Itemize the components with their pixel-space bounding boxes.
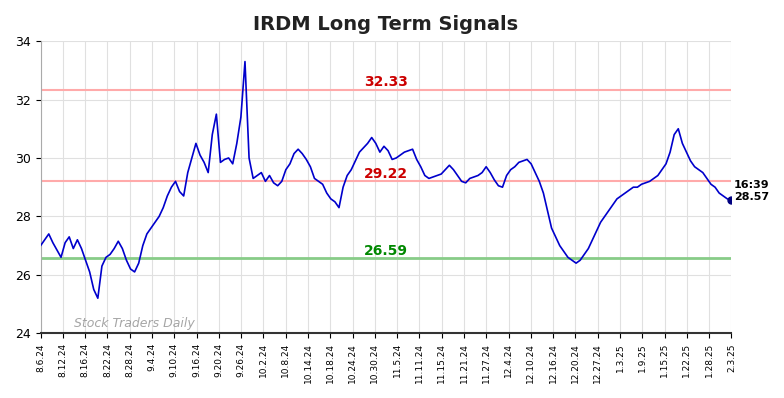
Text: 16:39
28.57: 16:39 28.57 <box>734 180 769 202</box>
Title: IRDM Long Term Signals: IRDM Long Term Signals <box>253 15 518 34</box>
Text: Stock Traders Daily: Stock Traders Daily <box>74 318 194 330</box>
Text: 26.59: 26.59 <box>364 244 408 258</box>
Text: 32.33: 32.33 <box>364 74 408 88</box>
Text: 29.22: 29.22 <box>364 167 408 181</box>
